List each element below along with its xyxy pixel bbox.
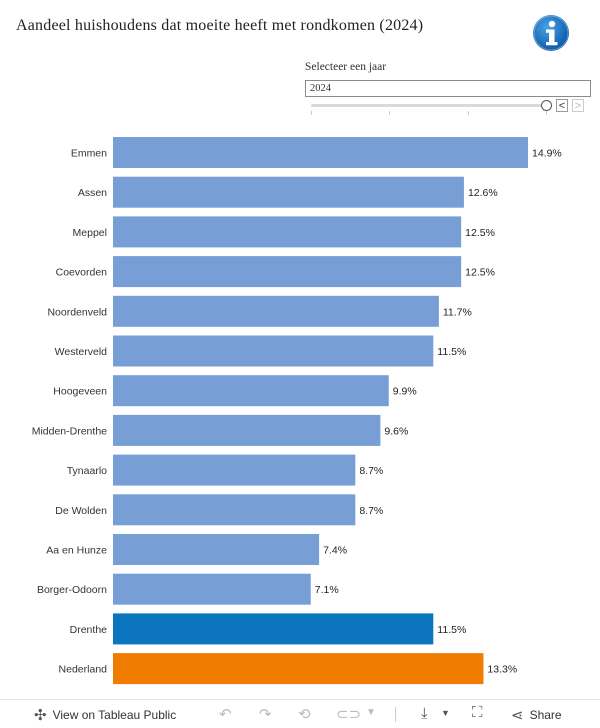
pause-icon[interactable]: ⊂⊃ bbox=[336, 706, 362, 723]
slider-tick bbox=[546, 111, 547, 115]
bar-tynaarlo[interactable] bbox=[113, 454, 356, 486]
value-label: 13.3% bbox=[487, 664, 517, 676]
value-label: 7.1% bbox=[315, 584, 339, 596]
bar-noordenveld[interactable] bbox=[113, 295, 439, 327]
value-label: 11.5% bbox=[437, 624, 466, 636]
category-label: Noordenveld bbox=[47, 306, 107, 318]
value-label: 9.9% bbox=[393, 386, 417, 398]
bar-emmen[interactable] bbox=[113, 137, 528, 168]
bar-assen[interactable] bbox=[113, 176, 464, 208]
info-icon[interactable] bbox=[532, 14, 570, 52]
year-selector-input[interactable]: 2024 bbox=[305, 80, 591, 97]
year-slider-thumb[interactable] bbox=[541, 100, 552, 111]
value-label: 11.5% bbox=[437, 346, 466, 358]
value-label: 12.5% bbox=[465, 267, 495, 279]
bar-aa-en-hunze[interactable] bbox=[113, 534, 320, 565]
slider-tick bbox=[468, 111, 469, 115]
bar-hoogeveen[interactable] bbox=[113, 375, 389, 407]
value-label: 14.9% bbox=[532, 148, 562, 160]
value-label: 7.4% bbox=[323, 545, 347, 557]
bar-drenthe[interactable] bbox=[113, 613, 434, 645]
category-label: Coevorden bbox=[56, 267, 108, 279]
download-dropdown-icon[interactable]: ▼ bbox=[441, 708, 450, 718]
value-label: 9.6% bbox=[384, 425, 408, 437]
download-icon[interactable]: ⤓ bbox=[421, 705, 428, 722]
fullscreen-icon[interactable]: ⛶ bbox=[472, 704, 483, 721]
slider-tick bbox=[311, 111, 312, 115]
bar-meppel[interactable] bbox=[113, 216, 462, 248]
category-label: Meppel bbox=[73, 227, 107, 239]
bar-midden-drenthe[interactable] bbox=[113, 414, 381, 446]
year-slider-track[interactable] bbox=[311, 104, 547, 107]
category-label: Drenthe bbox=[70, 624, 108, 636]
value-label: 12.6% bbox=[468, 187, 498, 199]
category-label: Tynaarlo bbox=[67, 465, 107, 477]
category-label: Borger-Odoorn bbox=[37, 584, 107, 596]
value-label: 11.7% bbox=[443, 306, 472, 318]
bar-borger-odoorn[interactable] bbox=[113, 573, 311, 605]
value-label: 12.5% bbox=[465, 227, 495, 239]
tableau-logo-icon: ✣ bbox=[34, 707, 47, 724]
year-selector-label: Selecteer een jaar bbox=[305, 61, 387, 73]
category-label: Westerveld bbox=[55, 346, 107, 358]
category-label: De Wolden bbox=[55, 505, 107, 517]
category-label: Hoogeveen bbox=[53, 386, 107, 398]
footer-divider bbox=[395, 707, 396, 722]
chart-title: Aandeel huishoudens dat moeite heeft met… bbox=[16, 17, 424, 34]
pause-dropdown-icon[interactable]: ▼ bbox=[366, 707, 376, 718]
bar-coevorden[interactable] bbox=[113, 256, 462, 288]
revert-icon[interactable]: ⟲ bbox=[298, 706, 311, 723]
bar-westerveld[interactable] bbox=[113, 335, 434, 367]
view-on-tableau-link[interactable]: ✣ View on Tableau Public bbox=[34, 706, 176, 724]
share-label: Share bbox=[529, 708, 562, 722]
previous-year-button[interactable]: < bbox=[556, 99, 568, 112]
share-icon: ⋖ bbox=[511, 707, 524, 724]
category-label: Nederland bbox=[59, 664, 108, 676]
slider-tick bbox=[389, 111, 390, 115]
category-label: Emmen bbox=[71, 148, 107, 160]
tableau-footer: ✣ View on Tableau Public ↶ ↷ ⟲ ⊂⊃ ▼ ⤓ ▼ … bbox=[0, 699, 600, 728]
undo-icon[interactable]: ↶ bbox=[219, 706, 232, 723]
bar-chart: Emmen 14.9% Assen 12.6% Meppel 12.5% Coevorden… bbox=[32, 137, 562, 685]
redo-icon[interactable]: ↷ bbox=[259, 706, 272, 723]
value-label: 8.7% bbox=[359, 465, 383, 477]
bar-de-wolden[interactable] bbox=[113, 494, 356, 526]
next-year-button[interactable]: > bbox=[572, 99, 584, 112]
value-label: 8.7% bbox=[359, 505, 383, 517]
category-label: Midden-Drenthe bbox=[32, 425, 107, 437]
share-button[interactable]: ⋖ Share bbox=[511, 706, 562, 724]
view-on-tableau-label: View on Tableau Public bbox=[52, 708, 177, 722]
bar-nederland[interactable] bbox=[113, 653, 484, 685]
category-label: Assen bbox=[78, 187, 107, 199]
category-label: Aa en Hunze bbox=[46, 545, 107, 557]
